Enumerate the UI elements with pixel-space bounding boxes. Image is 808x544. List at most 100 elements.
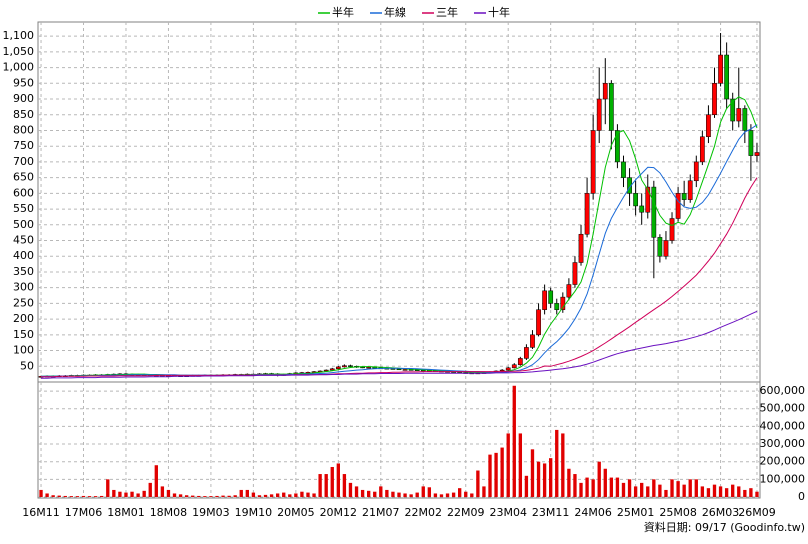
candle-body bbox=[602, 83, 608, 100]
volume-bar bbox=[306, 492, 310, 497]
volume-bar bbox=[124, 492, 128, 497]
legend-label: 三年 bbox=[436, 5, 458, 19]
ma-line bbox=[41, 177, 758, 378]
volume-bar bbox=[178, 494, 183, 497]
candle-body bbox=[657, 237, 663, 257]
volume-bar bbox=[439, 494, 444, 497]
volume-bar bbox=[191, 495, 195, 497]
candle-body bbox=[396, 368, 402, 371]
volume-bar bbox=[348, 482, 353, 497]
volume-bar bbox=[427, 487, 432, 497]
volume-bar bbox=[275, 493, 280, 497]
volume-bar bbox=[646, 486, 650, 497]
candle-body bbox=[633, 193, 638, 207]
volume-bar bbox=[676, 481, 680, 497]
volume-bar bbox=[718, 486, 723, 497]
volume-bar bbox=[93, 496, 98, 497]
x-tick-label: 16M11 bbox=[22, 506, 60, 519]
volume-bar bbox=[555, 429, 559, 497]
x-tick-label: 26M03 bbox=[702, 506, 740, 519]
volume-bar bbox=[336, 463, 340, 497]
volume-bar bbox=[524, 475, 529, 497]
volume-bar bbox=[130, 491, 134, 497]
price-panel bbox=[37, 21, 761, 383]
volume-bar bbox=[154, 465, 158, 497]
volume-bar bbox=[245, 489, 249, 497]
candle-body bbox=[742, 108, 748, 131]
volume-bar bbox=[506, 433, 510, 497]
volume-bar bbox=[573, 474, 577, 497]
candle-body bbox=[712, 83, 717, 116]
legend-label: 年線 bbox=[384, 5, 406, 19]
candle-body bbox=[699, 136, 705, 163]
y-tick-label: 650 bbox=[13, 171, 34, 184]
candle-body bbox=[584, 193, 590, 235]
volume-bar bbox=[251, 492, 256, 497]
volume-bar bbox=[106, 479, 110, 497]
candle-body bbox=[499, 369, 505, 372]
volume-bar bbox=[633, 486, 638, 497]
y-tick-label: 500 bbox=[13, 218, 34, 231]
volume-bar bbox=[385, 489, 389, 497]
y-tick-label: 200 bbox=[13, 312, 34, 325]
volume-bar bbox=[603, 468, 607, 497]
volume-bar bbox=[269, 494, 274, 497]
y-tick-label: 150 bbox=[13, 328, 34, 341]
legend-label: 十年 bbox=[488, 5, 510, 19]
volume-bar bbox=[621, 482, 626, 497]
volume-bar bbox=[609, 477, 614, 497]
volume-bar bbox=[743, 489, 747, 497]
y-tick-label: 850 bbox=[13, 108, 34, 121]
volume-bar bbox=[136, 493, 140, 497]
candle-body bbox=[590, 130, 596, 194]
volume-bar bbox=[658, 484, 662, 497]
volume-bar bbox=[567, 468, 571, 497]
volume-bar bbox=[415, 492, 419, 497]
volume-bar bbox=[652, 479, 656, 497]
volume-bar bbox=[354, 486, 359, 497]
y-tick-label: 1,100 bbox=[3, 29, 35, 42]
candle-body bbox=[560, 296, 566, 310]
volume-bar bbox=[706, 488, 711, 497]
volume-bar bbox=[215, 495, 219, 497]
x-tick-label: 22M02 bbox=[405, 506, 443, 519]
candle-body bbox=[329, 368, 335, 371]
volume-bar bbox=[536, 461, 541, 497]
volume-bar bbox=[731, 484, 735, 497]
y-tick-label: 100 bbox=[13, 344, 34, 357]
volume-bar bbox=[500, 447, 504, 497]
y-tick-label: 450 bbox=[13, 234, 34, 247]
volume-bar bbox=[640, 482, 644, 497]
volume-bar bbox=[288, 494, 292, 497]
volume-bar bbox=[464, 491, 468, 497]
volume-bar bbox=[203, 496, 207, 497]
volume-bar bbox=[512, 385, 516, 497]
volume-tick-label: 500,000 bbox=[760, 402, 806, 415]
x-tick-label: 25M08 bbox=[659, 506, 697, 519]
volume-bar bbox=[700, 486, 705, 497]
volume-bar bbox=[100, 495, 104, 497]
y-tick-label: 350 bbox=[13, 265, 34, 278]
volume-bar bbox=[342, 474, 347, 497]
candle-body bbox=[706, 114, 711, 138]
candle-body bbox=[675, 193, 681, 219]
volume-bar bbox=[294, 493, 298, 497]
candle-body bbox=[724, 54, 730, 100]
candle-body bbox=[669, 218, 675, 241]
volume-bar bbox=[257, 495, 262, 497]
x-tick-label: 22M09 bbox=[447, 506, 485, 519]
volume-bar bbox=[458, 488, 462, 497]
x-tick-label: 21M07 bbox=[362, 506, 400, 519]
x-tick-label: 24M06 bbox=[574, 506, 612, 519]
volume-bar bbox=[597, 461, 601, 497]
ma-line bbox=[41, 124, 758, 377]
x-tick-label: 18M08 bbox=[150, 506, 188, 519]
candle-body bbox=[548, 290, 554, 304]
y-tick-label: 750 bbox=[13, 139, 34, 152]
footer: 資料日期: 09/17 (Goodinfo.tw) bbox=[644, 520, 805, 534]
candle-body bbox=[645, 186, 651, 213]
candle-body bbox=[621, 161, 626, 178]
volume-bar bbox=[530, 449, 535, 497]
volume-bar bbox=[75, 496, 80, 497]
x-tick-label: 19M03 bbox=[192, 506, 230, 519]
